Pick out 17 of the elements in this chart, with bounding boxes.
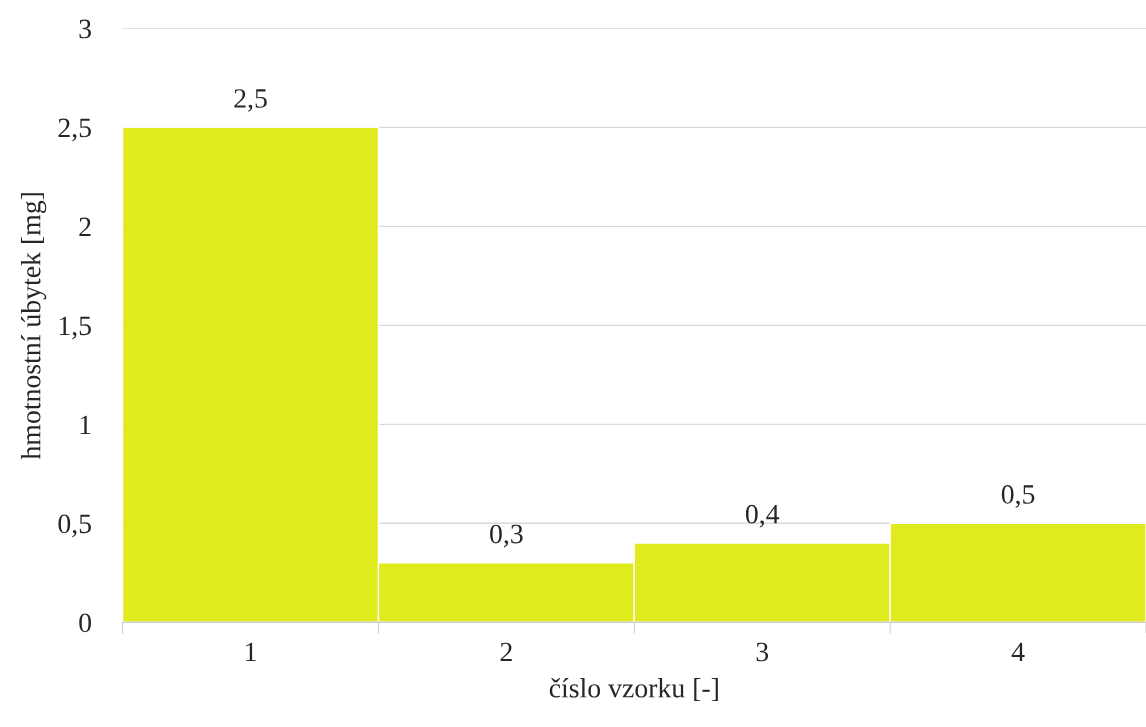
- x-tick-label: 4: [1011, 642, 1025, 662]
- y-axis-title: hmotnostní úbytek [mg]: [20, 193, 47, 460]
- x-axis-title: číslo vzorku [-]: [549, 678, 718, 702]
- data-label: 0,3: [490, 524, 523, 548]
- x-tick-label: 3: [756, 642, 769, 662]
- y-tick-label: 1: [80, 415, 91, 434]
- y-tick-label: 2: [79, 217, 91, 236]
- y-tick-label: 0,5: [58, 514, 91, 538]
- x-tick-label: 2: [500, 642, 512, 662]
- data-label: 2,5: [234, 89, 267, 112]
- data-label: 0,5: [1001, 485, 1035, 508]
- x-tick-label: 1: [246, 642, 256, 662]
- y-tick-label: 1,5: [59, 316, 91, 340]
- data-label: 0,4: [745, 504, 780, 528]
- y-tick-label: 2,5: [58, 118, 91, 142]
- y-tick-label: 3: [79, 19, 91, 39]
- y-tick-label: 0: [79, 613, 92, 633]
